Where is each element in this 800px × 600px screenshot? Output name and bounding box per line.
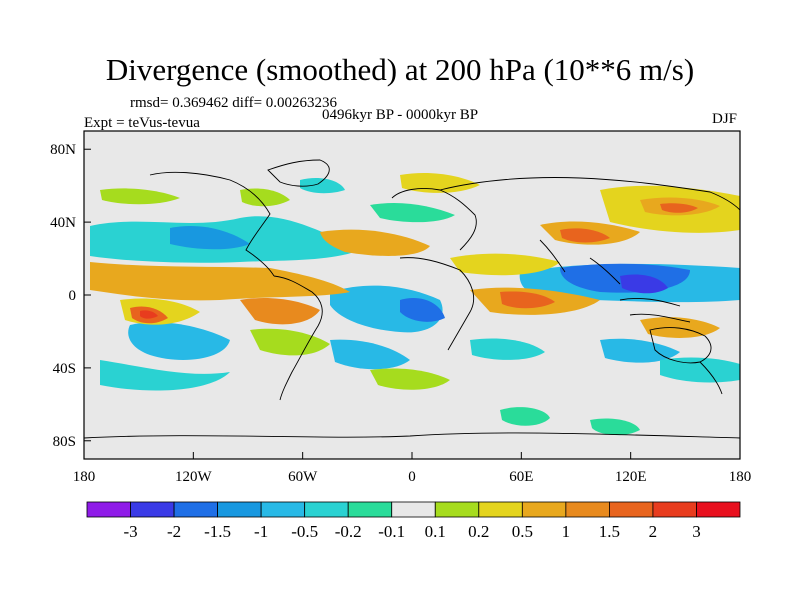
colorbar-label: 0.2 — [468, 522, 489, 541]
colorbar-swatch — [696, 501, 741, 518]
colorbar-swatch — [347, 501, 393, 518]
colorbar-swatch — [391, 501, 436, 518]
experiment-label: Expt = teVus-tevua — [84, 115, 200, 131]
y-tick-marks — [84, 148, 91, 442]
x-tick-marks — [83, 452, 741, 459]
colorbar-label: 1 — [562, 522, 571, 541]
colorbar-swatch — [521, 501, 567, 518]
x-tick-label: 0 — [408, 469, 416, 485]
y-tick-label: 80S — [53, 434, 76, 450]
colorbar-label: 0.5 — [512, 522, 533, 541]
stats-text: rmsd= 0.369462 diff= 0.00263236 — [130, 95, 338, 111]
y-tick-label: 80N — [50, 142, 76, 158]
colorbar-label: 0.1 — [425, 522, 446, 541]
colorbar-swatch — [652, 501, 697, 518]
x-tick-label: 180 — [729, 469, 752, 485]
y-tick-labels: 80N 40N 0 40S 80S — [50, 142, 76, 450]
x-tick-labels: 180 120W 60W 0 60E 120E 180 — [73, 469, 752, 485]
colorbar-label: 3 — [692, 522, 701, 541]
x-tick-label: 120W — [175, 469, 213, 485]
x-tick-label: 180 — [73, 469, 96, 485]
y-tick-label: 0 — [69, 288, 77, 304]
colorbar-swatch — [260, 501, 306, 518]
coastlines — [84, 159, 740, 439]
field-layer — [84, 131, 740, 459]
colorbar-label: -1.5 — [204, 522, 231, 541]
y-tick-label: 40S — [53, 361, 76, 377]
colorbar-label: 2 — [649, 522, 658, 541]
colorbar-label: -0.5 — [291, 522, 318, 541]
colorbar-label: -0.1 — [378, 522, 405, 541]
colorbar-label: -3 — [123, 522, 137, 541]
colorbar-swatch — [478, 501, 523, 518]
colorbar-label: -0.2 — [335, 522, 362, 541]
colorbar-swatch — [609, 501, 654, 518]
plot-title: Divergence (smoothed) at 200 hPa (10**6 … — [105, 52, 695, 87]
colorbar-swatch — [434, 501, 480, 518]
colorbar-swatch — [304, 501, 349, 518]
colorbar-swatch — [217, 501, 262, 518]
colorbar-label: -2 — [167, 522, 181, 541]
season-label: DJF — [712, 111, 738, 127]
colorbar-label: -1 — [254, 522, 268, 541]
period-label: 0496kyr BP - 0000kyr BP — [322, 107, 479, 123]
colorbar-labels: -3 -2 -1.5 -1 -0.5 -0.2 -0.1 0.1 0.2 0.5 1 1.5 2 3 — [123, 522, 700, 541]
colorbar-swatch — [130, 501, 175, 518]
colorbar-swatch — [565, 501, 610, 518]
colorbar-label: 1.5 — [599, 522, 620, 541]
x-tick-label: 120E — [615, 469, 647, 485]
colorbar-swatch — [173, 501, 218, 518]
colorbar-swatch — [86, 501, 131, 518]
x-tick-label: 60W — [288, 469, 318, 485]
x-tick-label: 60E — [509, 469, 533, 485]
colorbar — [86, 501, 741, 518]
y-tick-label: 40N — [50, 215, 76, 231]
